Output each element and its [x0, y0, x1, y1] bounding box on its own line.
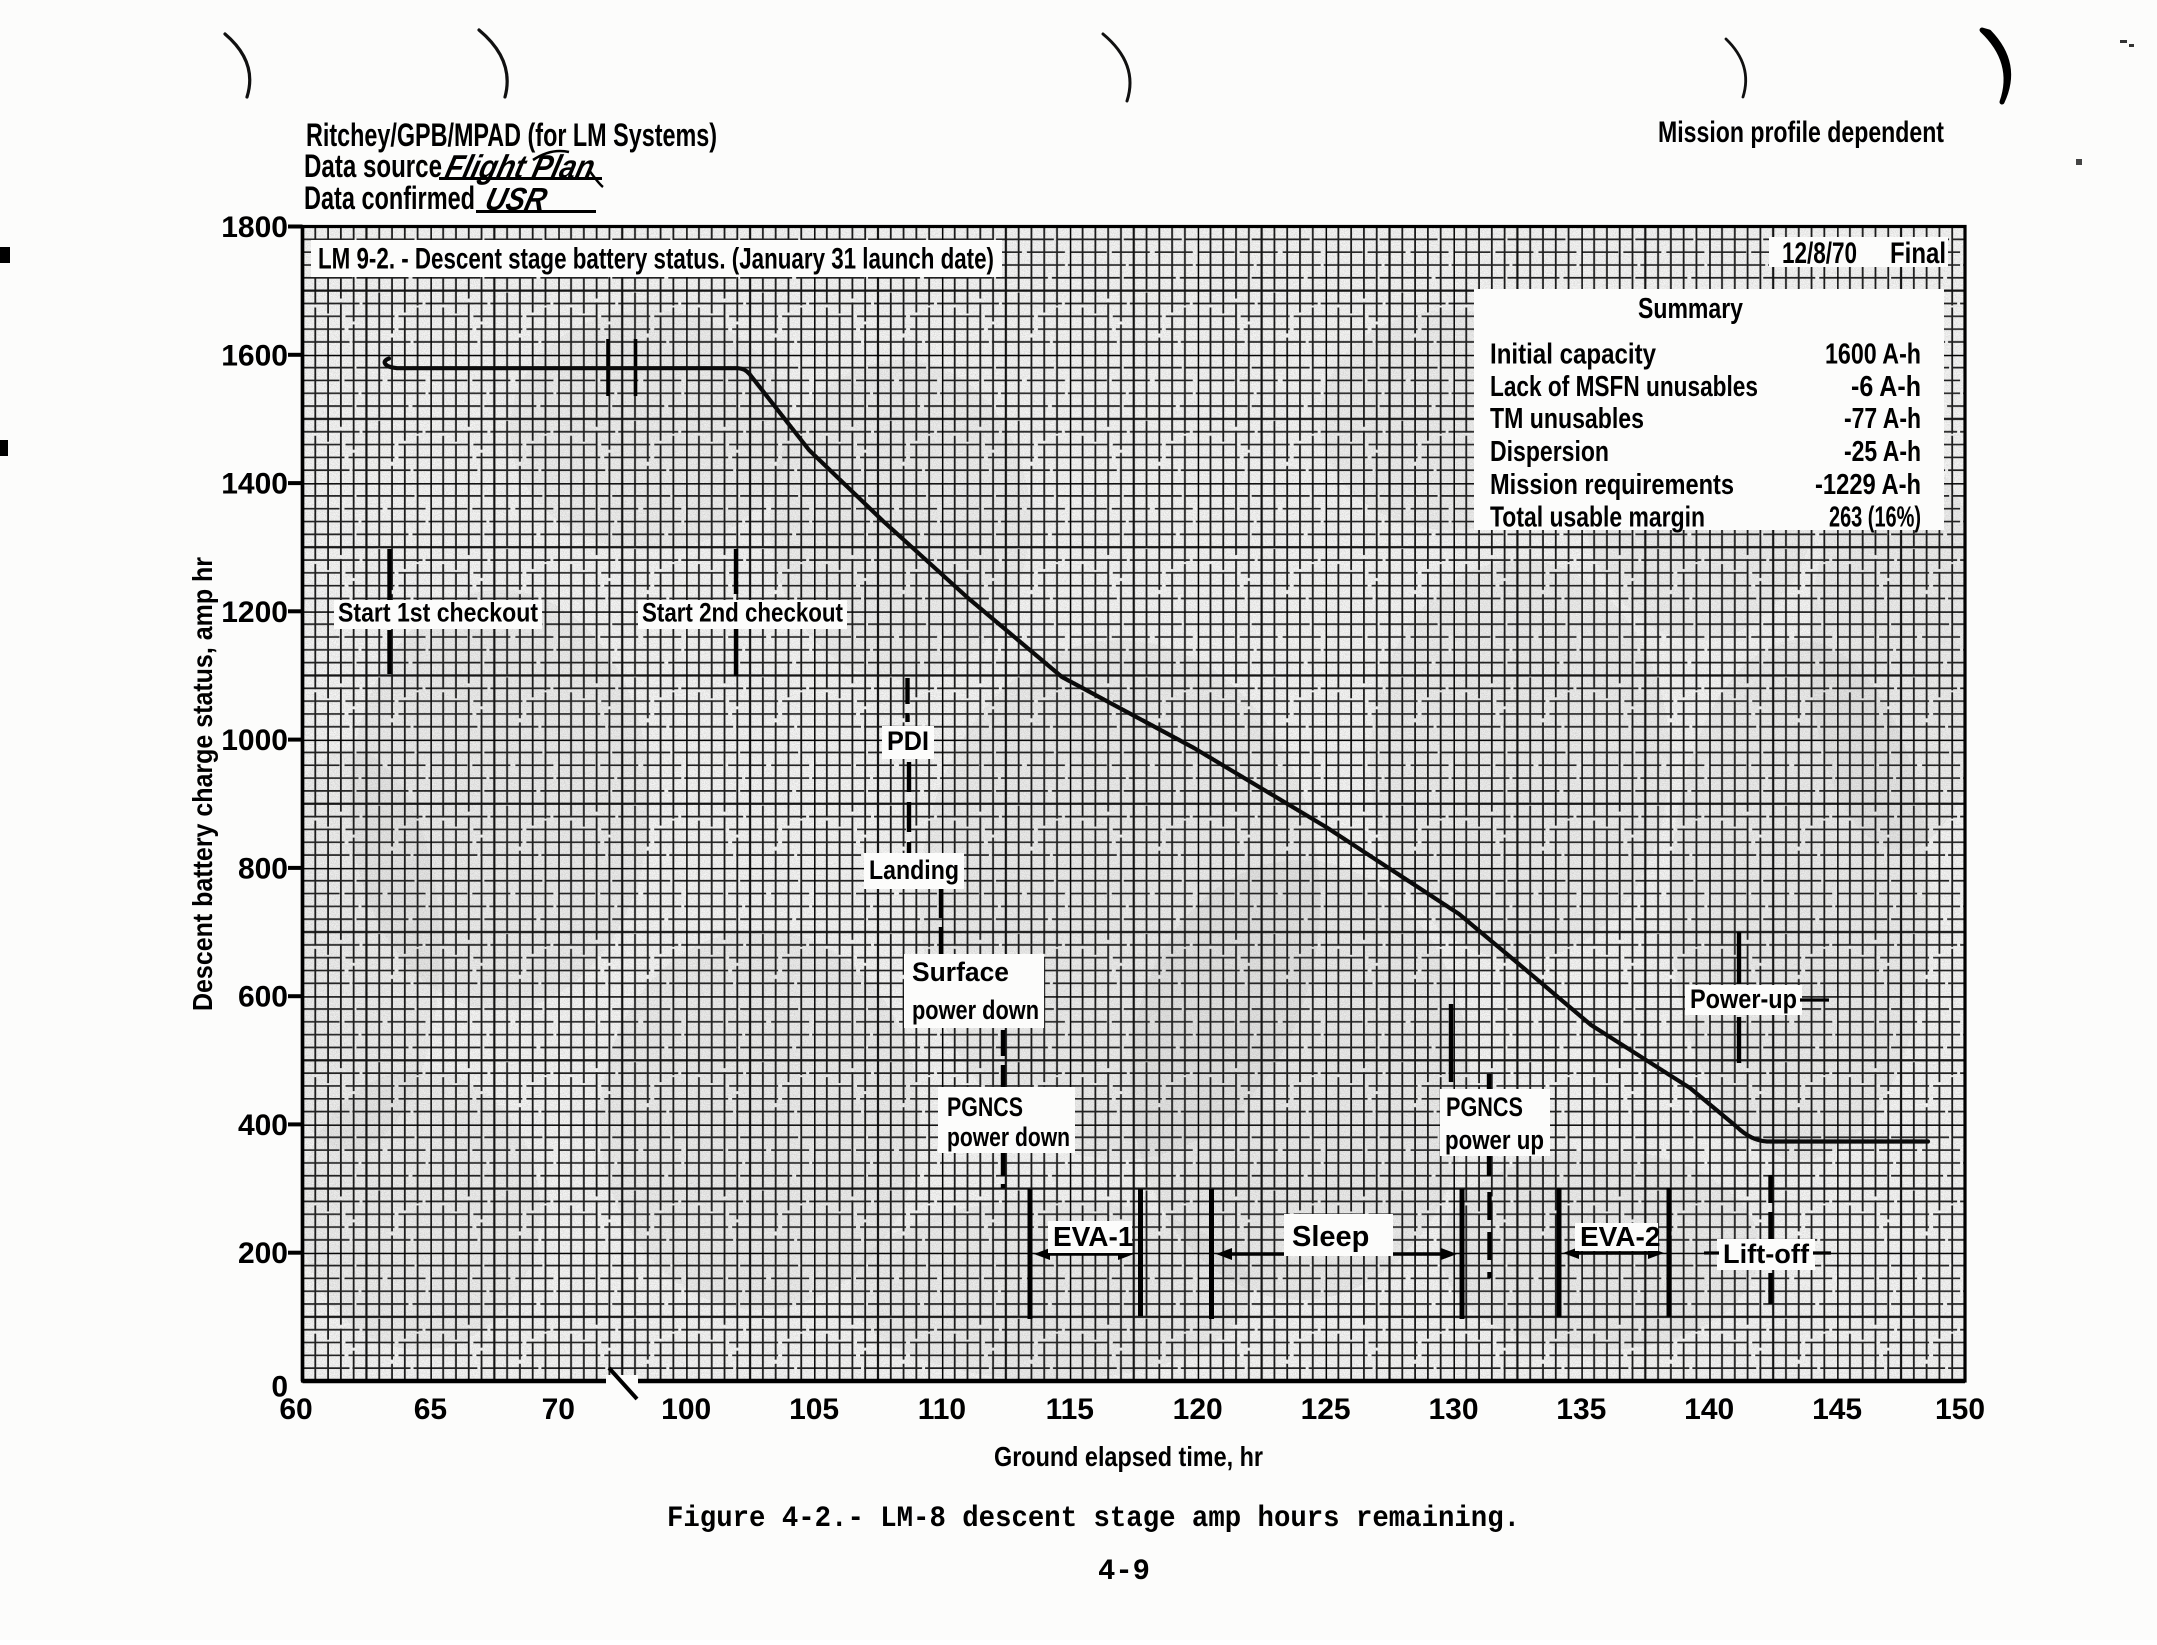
svg-text:Initial capacity: Initial capacity — [1490, 339, 1656, 371]
svg-text:Flight Plan: Flight Plan — [442, 149, 599, 185]
svg-text:power up: power up — [1445, 1125, 1544, 1155]
svg-text:Ritchey/GPB/MPAD (for LM Syst: Ritchey/GPB/MPAD (for LM Systems) — [306, 117, 717, 153]
svg-text:power down: power down — [912, 995, 1039, 1025]
svg-text:1200: 1200 — [221, 596, 288, 629]
svg-text:Lift-off: Lift-off — [1723, 1239, 1810, 1269]
svg-text:Mission requirements: Mission requirements — [1490, 469, 1734, 501]
svg-text:Summary: Summary — [1638, 293, 1743, 325]
svg-text:140: 140 — [1684, 1393, 1734, 1426]
svg-text:12/8/70: 12/8/70 — [1782, 237, 1857, 270]
svg-text:Start 1st checkout: Start 1st checkout — [338, 598, 538, 628]
svg-text:Data source: Data source — [304, 148, 442, 184]
svg-text:4-9: 4-9 — [1098, 1555, 1150, 1589]
svg-text:135: 135 — [1556, 1393, 1606, 1426]
svg-text:60: 60 — [279, 1393, 312, 1426]
svg-text:TM unusables: TM unusables — [1490, 403, 1644, 435]
svg-text:Total usable margin: Total usable margin — [1490, 502, 1705, 534]
svg-text:Figure 4-2.- LM-8 descent stag: Figure 4-2.- LM-8 descent stage amp hour… — [667, 1502, 1520, 1536]
svg-text:PDI: PDI — [887, 726, 929, 756]
svg-text:Final: Final — [1890, 237, 1946, 270]
svg-text:-6 A-h: -6 A-h — [1851, 371, 1921, 403]
svg-text:Descent battery charge status,: Descent battery charge status, amp hr — [187, 557, 218, 1011]
svg-text:400: 400 — [238, 1109, 288, 1142]
svg-text:105: 105 — [789, 1393, 839, 1426]
svg-text:-1229 A-h: -1229 A-h — [1815, 469, 1921, 501]
svg-text:LM 9-2. - Descent stage batter: LM 9-2. - Descent stage battery status. … — [318, 243, 994, 276]
svg-text:1400: 1400 — [221, 468, 288, 501]
svg-text:1800: 1800 — [221, 211, 288, 244]
svg-text:115: 115 — [1046, 1393, 1094, 1426]
svg-text:1600: 1600 — [221, 339, 288, 372]
svg-text:power down: power down — [947, 1122, 1070, 1152]
svg-text:Power-up: Power-up — [1690, 984, 1797, 1014]
svg-text:100: 100 — [661, 1393, 711, 1426]
svg-text:145: 145 — [1812, 1393, 1862, 1426]
svg-text:Landing: Landing — [869, 855, 959, 885]
svg-text:130: 130 — [1428, 1393, 1478, 1426]
svg-text:Lack of MSFN unusables: Lack of MSFN unusables — [1490, 371, 1758, 403]
svg-text:150: 150 — [1935, 1393, 1985, 1426]
svg-text:PGNCS: PGNCS — [947, 1092, 1023, 1122]
svg-text:120: 120 — [1173, 1393, 1223, 1426]
svg-text:70: 70 — [542, 1393, 575, 1426]
svg-text:65: 65 — [414, 1393, 447, 1426]
svg-text:Surface: Surface — [912, 957, 1009, 987]
svg-text:EVA-2: EVA-2 — [1580, 1221, 1660, 1252]
svg-text:Start 2nd checkout: Start 2nd checkout — [642, 598, 843, 628]
svg-text:Sleep: Sleep — [1292, 1221, 1369, 1253]
svg-text:EVA-1: EVA-1 — [1053, 1221, 1133, 1252]
svg-text:Ground elapsed time, hr: Ground elapsed time, hr — [994, 1441, 1263, 1472]
svg-text:Dispersion: Dispersion — [1490, 436, 1609, 468]
svg-text:125: 125 — [1301, 1393, 1351, 1426]
svg-text:Mission profile dependent: Mission profile dependent — [1658, 116, 1944, 149]
svg-text:263 (16%): 263 (16%) — [1829, 502, 1921, 534]
svg-text:1000: 1000 — [221, 724, 288, 757]
svg-text:0: 0 — [271, 1371, 288, 1404]
svg-text:-77 A-h: -77 A-h — [1844, 403, 1921, 435]
svg-text:Data confirmed: Data confirmed — [304, 180, 475, 216]
svg-text:600: 600 — [238, 981, 288, 1014]
svg-text:-25 A-h: -25 A-h — [1844, 436, 1921, 468]
svg-text:200: 200 — [238, 1237, 288, 1270]
svg-text:PGNCS: PGNCS — [1446, 1092, 1523, 1122]
svg-text:1600 A-h: 1600 A-h — [1825, 339, 1921, 371]
svg-text:800: 800 — [238, 852, 288, 885]
svg-text:110: 110 — [918, 1393, 966, 1426]
